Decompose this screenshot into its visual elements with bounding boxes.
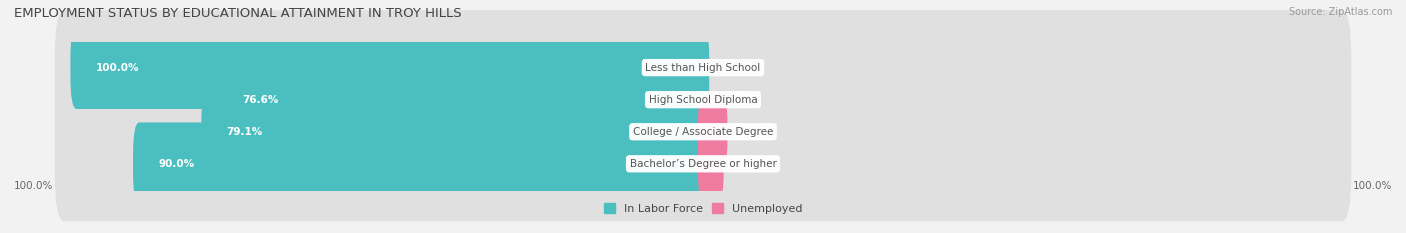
Text: EMPLOYMENT STATUS BY EDUCATIONAL ATTAINMENT IN TROY HILLS: EMPLOYMENT STATUS BY EDUCATIONAL ATTAINM… bbox=[14, 7, 461, 20]
Text: 2.5%: 2.5% bbox=[734, 159, 761, 169]
Text: 76.6%: 76.6% bbox=[242, 95, 278, 105]
FancyBboxPatch shape bbox=[201, 90, 709, 173]
FancyBboxPatch shape bbox=[134, 122, 709, 205]
Text: College / Associate Degree: College / Associate Degree bbox=[633, 127, 773, 137]
FancyBboxPatch shape bbox=[70, 26, 709, 109]
Text: 90.0%: 90.0% bbox=[157, 159, 194, 169]
Legend: In Labor Force, Unemployed: In Labor Force, Unemployed bbox=[599, 199, 807, 218]
Text: 3.1%: 3.1% bbox=[738, 127, 765, 137]
FancyBboxPatch shape bbox=[697, 129, 724, 199]
FancyBboxPatch shape bbox=[55, 106, 1351, 221]
Text: Less than High School: Less than High School bbox=[645, 63, 761, 73]
Text: Bachelor’s Degree or higher: Bachelor’s Degree or higher bbox=[630, 159, 776, 169]
FancyBboxPatch shape bbox=[55, 10, 1351, 125]
Text: 79.1%: 79.1% bbox=[226, 127, 263, 137]
Text: 0.0%: 0.0% bbox=[718, 95, 745, 105]
FancyBboxPatch shape bbox=[55, 74, 1351, 189]
Text: Source: ZipAtlas.com: Source: ZipAtlas.com bbox=[1288, 7, 1392, 17]
Text: 0.0%: 0.0% bbox=[718, 63, 745, 73]
Text: 100.0%: 100.0% bbox=[1353, 181, 1392, 191]
FancyBboxPatch shape bbox=[55, 42, 1351, 157]
Text: High School Diploma: High School Diploma bbox=[648, 95, 758, 105]
Text: 100.0%: 100.0% bbox=[96, 63, 139, 73]
FancyBboxPatch shape bbox=[217, 58, 709, 141]
Text: 100.0%: 100.0% bbox=[14, 181, 53, 191]
FancyBboxPatch shape bbox=[697, 97, 727, 167]
